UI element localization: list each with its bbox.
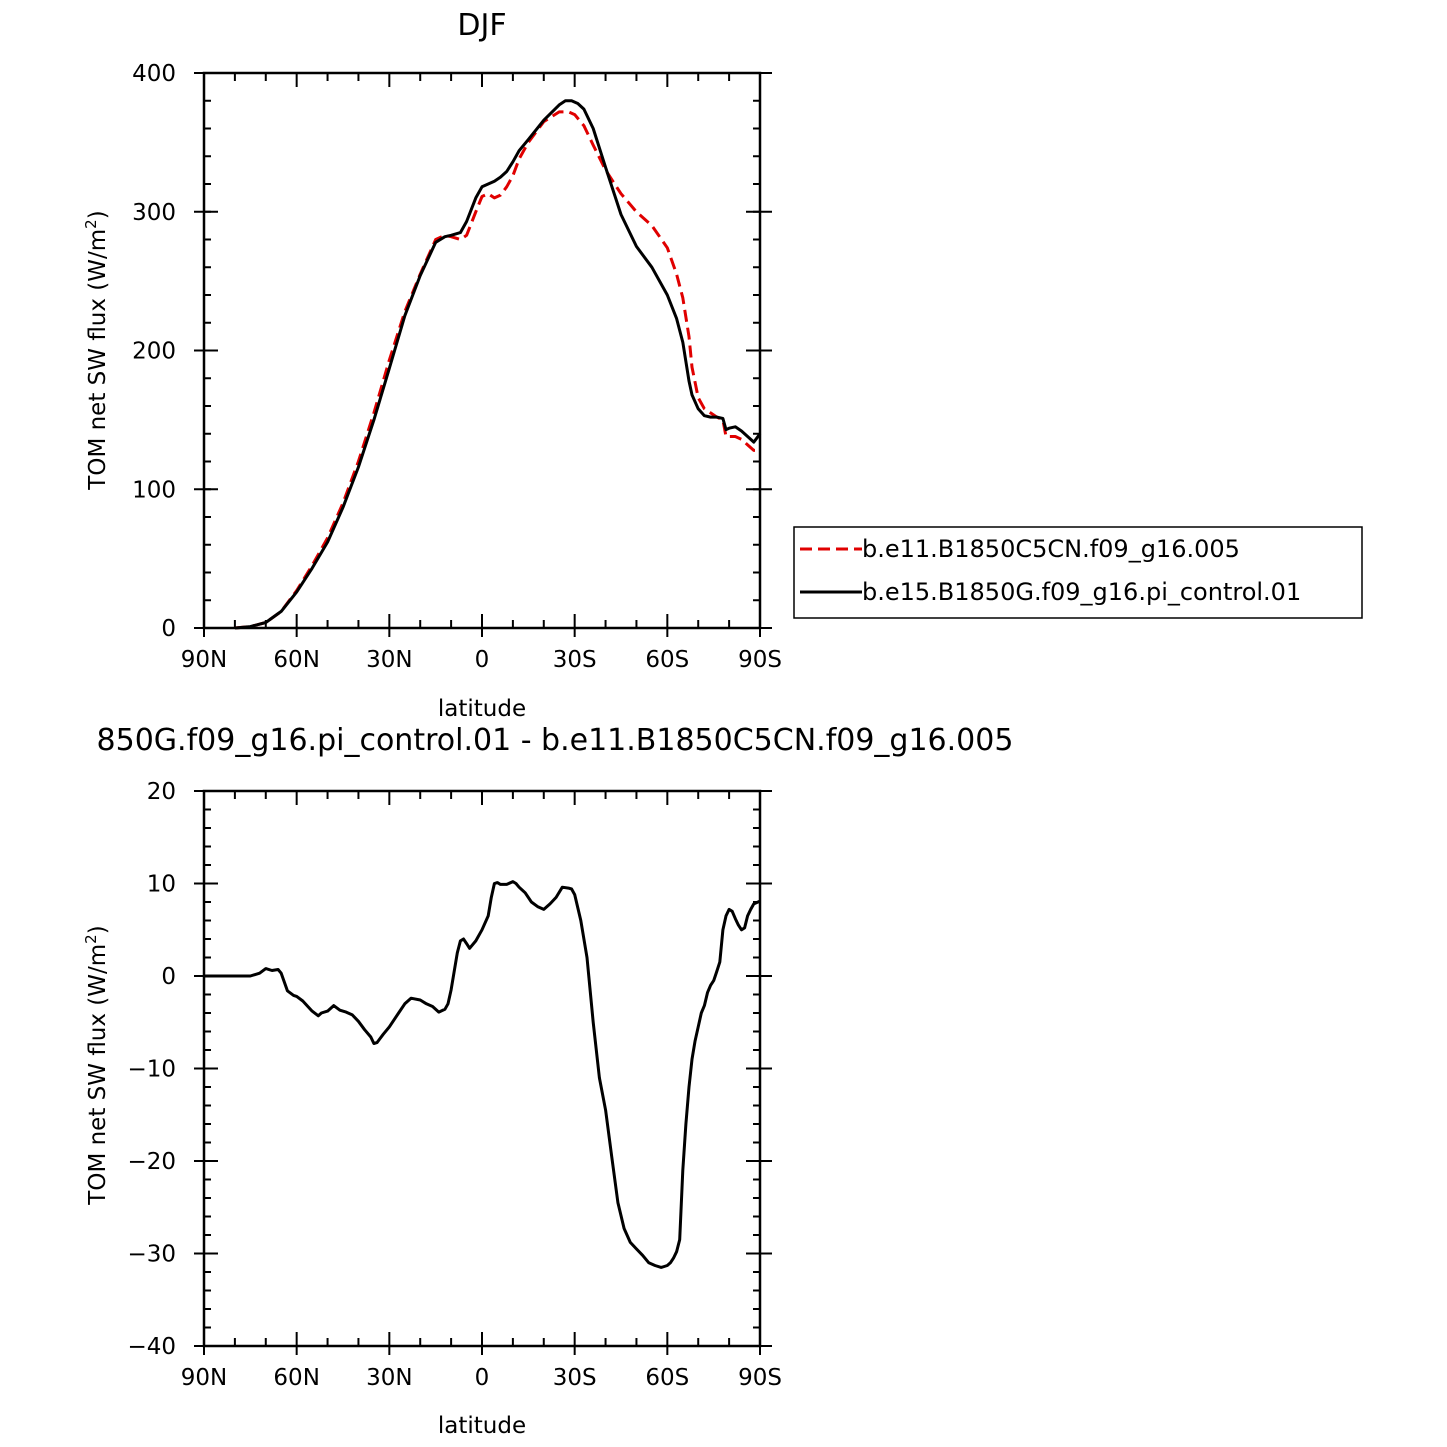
y-tick-label: −20 xyxy=(127,1149,176,1175)
plot-frame-bottom xyxy=(202,789,762,1348)
y-tick-label: 300 xyxy=(132,200,176,226)
x-tick-label: 90S xyxy=(738,647,782,673)
legend-entry-2: b.e15.B1850G.f09_g16.pi_control.01 xyxy=(862,578,1301,606)
x-tick-label: 0 xyxy=(475,647,490,673)
x-tick-label: 90N xyxy=(181,1365,227,1391)
x-tick-label: 60S xyxy=(645,1365,689,1391)
y-axis-label-bottom: TOM net SW flux (W/m2) xyxy=(82,925,111,1205)
panel-top: DJF TOM net SW flux (W/m2) latitude 90N 6… xyxy=(82,8,782,722)
panel-bottom: 850G.f09_g16.pi_control.01 - b.e11.B1850… xyxy=(82,723,1013,1439)
y-tick-label: 20 xyxy=(147,779,176,805)
y-tick-label: 400 xyxy=(132,61,176,87)
x-tick-label: 30N xyxy=(366,1365,412,1391)
y-tick-label: −40 xyxy=(127,1334,176,1360)
plot-frame xyxy=(202,71,762,630)
x-tick-label: 90N xyxy=(181,647,227,673)
y-tick-label: 0 xyxy=(161,616,176,642)
series-line-1 xyxy=(234,110,760,630)
y-tick-label: 0 xyxy=(161,964,176,990)
legend-box xyxy=(793,526,1363,619)
x-axis-label-bottom: latitude xyxy=(438,1413,526,1439)
y-axis-label: TOM net SW flux (W/m2) xyxy=(82,210,111,490)
x-tick-label: 90S xyxy=(738,1365,782,1391)
y-tick-label: 100 xyxy=(132,477,176,503)
chart-title: DJF xyxy=(457,8,506,43)
x-tick-label: 30S xyxy=(553,1365,597,1391)
legend: b.e11.B1850C5CN.f09_g16.005 b.e15.B1850G… xyxy=(793,526,1363,619)
series-line-1 xyxy=(204,880,761,1269)
y-tick-label: −10 xyxy=(127,1057,176,1083)
y-tick-label: 10 xyxy=(147,872,176,898)
x-tick-label: 30N xyxy=(366,647,412,673)
x-tick-label: 0 xyxy=(475,1365,490,1391)
series-line-2 xyxy=(234,99,762,630)
x-tick-label: 60N xyxy=(273,647,319,673)
x-tick-label: 30S xyxy=(553,647,597,673)
x-axis-label: latitude xyxy=(438,696,526,722)
difference-chart-title: 850G.f09_g16.pi_control.01 - b.e11.B1850… xyxy=(97,723,1014,758)
x-tick-label: 60N xyxy=(273,1365,319,1391)
x-tick-label: 60S xyxy=(645,647,689,673)
y-tick-label: −30 xyxy=(127,1242,176,1268)
legend-entry-1: b.e11.B1850C5CN.f09_g16.005 xyxy=(862,535,1240,563)
y-tick-label: 200 xyxy=(132,339,176,365)
